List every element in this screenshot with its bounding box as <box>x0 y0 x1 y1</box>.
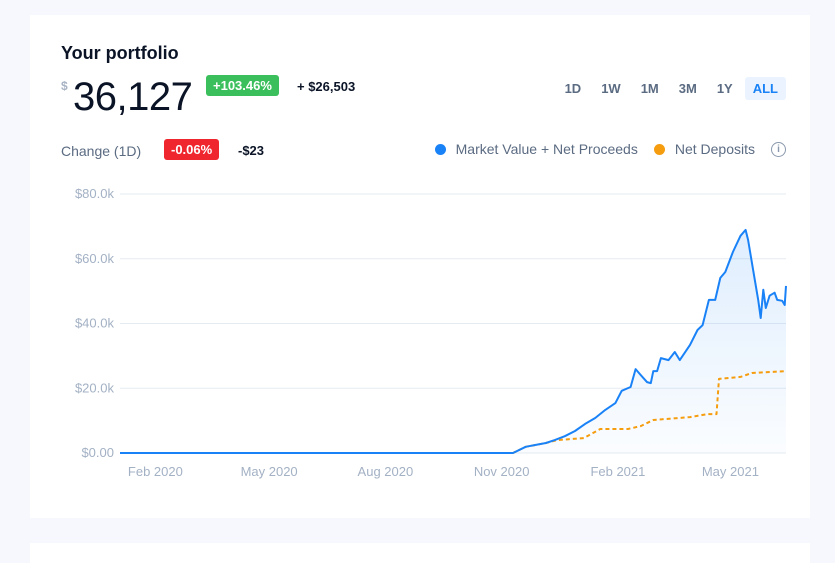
legend-market-label: Market Value + Net Proceeds <box>455 141 638 157</box>
x-tick-label: May 2020 <box>241 464 298 479</box>
y-tick-label: $80.0k <box>75 186 115 201</box>
legend: Market Value + Net Proceeds Net Deposits… <box>434 141 786 157</box>
series-area-0 <box>120 229 786 453</box>
portfolio-value: 36,127 <box>73 75 193 119</box>
info-icon[interactable]: i <box>771 141 786 157</box>
range-1y[interactable]: 1Y <box>716 81 733 96</box>
x-tick-label: Nov 2020 <box>474 464 530 479</box>
y-tick-label: $60.0k <box>75 251 115 266</box>
x-tick-label: Aug 2020 <box>358 464 414 479</box>
card-title: Your portfolio <box>61 43 179 63</box>
day-change-amount: -$23 <box>238 143 265 158</box>
range-1m[interactable]: 1M <box>640 81 659 96</box>
x-tick-label: Feb 2021 <box>590 464 645 479</box>
x-tick-label: May 2021 <box>702 464 759 479</box>
range-1w[interactable]: 1W <box>601 81 621 96</box>
legend-deposits-label: Net Deposits <box>674 141 755 157</box>
y-tick-label: $40.0k <box>75 316 115 331</box>
day-change-label: Change (1D) <box>61 143 142 159</box>
x-tick-label: Feb 2020 <box>128 464 183 479</box>
total-change-badge: +103.46% <box>206 75 279 96</box>
range-3m[interactable]: 3M <box>678 81 697 96</box>
range-1d[interactable]: 1D <box>564 81 582 96</box>
y-tick-label: $0.00 <box>81 445 114 460</box>
portfolio-card: Your portfolio $ 36,127 +103.46% + $26,5… <box>30 15 810 518</box>
market-value-line <box>120 228 787 454</box>
legend-market-swatch <box>434 143 446 155</box>
range-selector: 1D 1W 1M 3M 1Y ALL <box>557 77 786 100</box>
y-tick-label: $20.0k <box>75 380 115 395</box>
portfolio-chart: $0.00 $20.0k $40.0k $60.0k $80.0k Feb 2020 May… <box>75 186 787 479</box>
day-change-badge: -0.06% <box>164 139 220 160</box>
total-change-amount: + $26,503 <box>297 79 356 94</box>
range-all[interactable]: ALL <box>744 77 786 100</box>
currency-symbol: $ <box>61 79 68 93</box>
legend-deposits-swatch <box>653 143 665 155</box>
